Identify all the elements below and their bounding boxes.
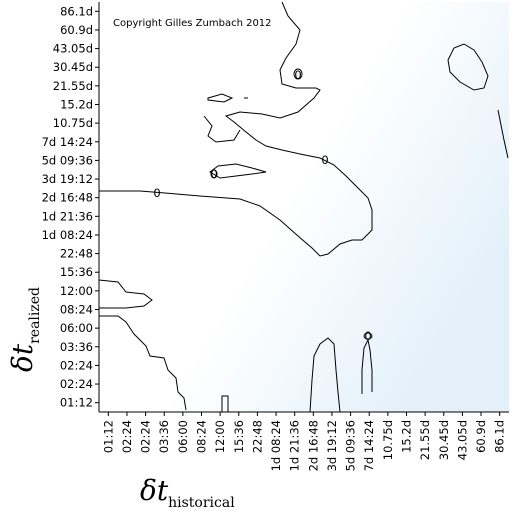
- x-axis-label: δthistorical: [140, 474, 235, 511]
- x-tick-label: 10.75d: [381, 420, 395, 460]
- x-tick-label: 21.55d: [418, 420, 432, 460]
- x-tick-label: 22:48: [250, 420, 264, 453]
- x-axis-label-sub: historical: [168, 495, 235, 511]
- x-tick-label: 30.45d: [437, 420, 451, 460]
- contour-upper-inner-b: [207, 93, 234, 103]
- contour-dot-a: [293, 68, 303, 80]
- x-tick-label: 15.2d: [400, 420, 414, 453]
- contour-upper-inner-a: [203, 115, 241, 143]
- contour-lower-left-b: [99, 315, 187, 411]
- y-tick-label: 02:24: [60, 358, 93, 372]
- contour-lines: [98, 1, 509, 413]
- copyright-text: Copyright Gilles Zumbach 2012: [113, 18, 272, 29]
- x-tick-label: 2d 16:48: [306, 420, 320, 471]
- x-tick-label: 06:00: [176, 420, 190, 453]
- y-tick-label: 5d 09:36: [42, 153, 93, 167]
- x-tick-label: 02:24: [139, 420, 153, 453]
- x-tick-label: 02:24: [120, 420, 134, 453]
- x-tick-label: 3d 19:12: [325, 420, 339, 471]
- contour-lower-left-a: [98, 279, 153, 309]
- y-tick-label: 30.45d: [53, 60, 93, 74]
- y-tick-label: 10.75d: [53, 116, 93, 130]
- contour-upper-right: [447, 43, 489, 91]
- y-tick-label: 08:24: [60, 303, 93, 317]
- axes: [98, 2, 509, 413]
- y-tick-label: 06:00: [60, 321, 93, 335]
- x-tick-label: 15:36: [232, 420, 246, 453]
- y-axis-label-sub: realized: [27, 287, 43, 344]
- y-tick-label: 2d 16:48: [42, 191, 93, 205]
- svg-text:δtrealized: δtrealized: [6, 287, 43, 372]
- svg-text:δthistorical: δthistorical: [140, 474, 235, 511]
- y-tick-label: 02:24: [60, 377, 93, 391]
- y-tick-label: 22:48: [60, 247, 93, 261]
- x-tick-labels: 01:12 02:24 02:24 03:36 06:00 08:24 12:00 15:36…: [101, 412, 507, 471]
- x-axis-label-main: δt: [140, 474, 169, 507]
- contour-labels: 0 0 0 0 0: [153, 68, 371, 343]
- contour-dot-b: [210, 169, 218, 179]
- contour-bottom-thin: [361, 338, 373, 394]
- contour-right-edge: [497, 109, 509, 159]
- contour-label: 0: [210, 167, 217, 181]
- contour-label: 0: [321, 153, 328, 167]
- x-tick-label: 12:00: [213, 420, 227, 453]
- x-tick-label: 03:36: [157, 420, 171, 453]
- x-tick-label: 86.1d: [493, 420, 507, 453]
- x-tick-label: 5d 09:36: [344, 420, 358, 471]
- contour-bottom-dot: [363, 332, 373, 340]
- x-tick-label: 1d 21:36: [288, 420, 302, 471]
- y-tick-label: 7d 14:24: [42, 135, 93, 149]
- y-tick-label: 86.1d: [60, 4, 93, 18]
- contour-label: 0: [153, 186, 160, 200]
- plot-background: [99, 2, 509, 412]
- y-tick-label: 43.05d: [53, 42, 93, 56]
- y-tick-label: 3d 19:12: [42, 172, 93, 186]
- x-tick-label: 60.9d: [474, 420, 488, 453]
- y-tick-label: 01:12: [60, 396, 93, 410]
- y-tick-label: 12:00: [60, 284, 93, 298]
- x-tick-label: 43.05d: [455, 420, 469, 460]
- x-tick-label: 7d 14:24: [362, 420, 376, 471]
- x-tick-label: 01:12: [101, 420, 115, 453]
- contour-bottom-middle: [309, 337, 341, 413]
- contour-label: 0: [294, 68, 301, 82]
- y-tick-label: 15.2d: [60, 98, 93, 112]
- y-tick-label: 1d 08:24: [42, 228, 93, 242]
- y-axis-label-main: δt: [6, 343, 39, 372]
- y-tick-label: 1d 21:36: [42, 209, 93, 223]
- contour-upper-region: [99, 1, 373, 257]
- y-tick-labels: 86.1d 60.9d 43.05d 30.45d 21.55d 15.2d 10.75d 7…: [42, 4, 99, 410]
- y-tick-label: 03:36: [60, 340, 93, 354]
- contour-label: 0: [364, 329, 371, 343]
- y-axis-label: δtrealized: [6, 287, 43, 372]
- y-tick-label: 21.55d: [53, 79, 93, 93]
- contour-upper-inner-c: [209, 163, 267, 179]
- x-tick-label: 1d 08:24: [269, 420, 283, 471]
- y-tick-label: 15:36: [60, 265, 93, 279]
- y-tick-label: 60.9d: [60, 23, 93, 37]
- x-tick-label: 08:24: [195, 420, 209, 453]
- contour-bottom-small: [221, 395, 229, 412]
